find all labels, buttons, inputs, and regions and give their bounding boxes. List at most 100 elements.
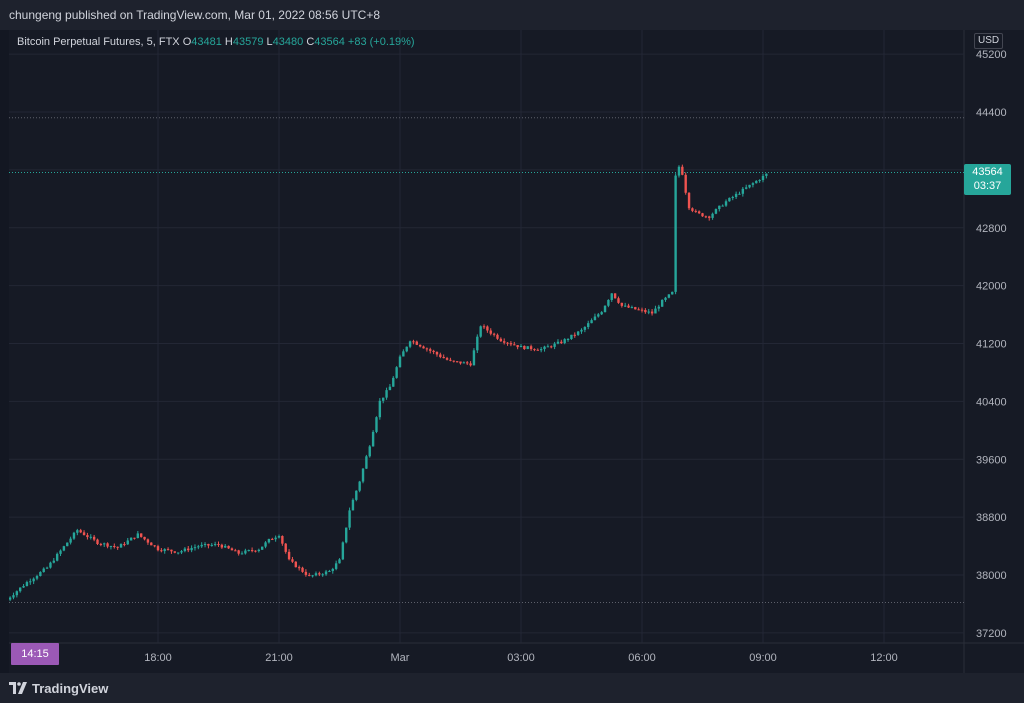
- candle-body: [539, 349, 543, 351]
- candle-body: [734, 193, 738, 197]
- candle: [331, 567, 334, 574]
- time-tick-label: 03:00: [507, 652, 535, 664]
- candle-body: [607, 299, 610, 306]
- candle-body: [375, 417, 378, 432]
- candle: [230, 547, 234, 551]
- candle-body: [139, 533, 143, 537]
- candle-body: [146, 539, 150, 543]
- candle: [506, 342, 509, 346]
- candle: [408, 340, 412, 349]
- candle: [12, 592, 15, 600]
- candle: [385, 387, 388, 400]
- candle: [220, 543, 224, 549]
- candle: [590, 318, 593, 324]
- candle: [711, 212, 714, 220]
- candle: [509, 341, 513, 347]
- candle: [718, 205, 721, 212]
- candle: [751, 182, 755, 188]
- candle-body: [418, 344, 422, 347]
- tradingview-logo[interactable]: TradingView: [9, 680, 108, 696]
- candle-body: [281, 536, 284, 544]
- candle: [365, 454, 368, 469]
- candle-body: [72, 532, 76, 539]
- candle-body: [654, 308, 657, 314]
- candle-body: [711, 213, 714, 218]
- candle: [395, 366, 398, 379]
- candle: [39, 571, 42, 577]
- candle-body: [637, 309, 640, 311]
- candle-body: [455, 361, 459, 363]
- time-tick-label: 06:00: [628, 652, 656, 664]
- candle-body: [217, 544, 220, 546]
- candle-body: [755, 180, 758, 184]
- candle: [637, 307, 640, 311]
- candle-body: [237, 550, 240, 554]
- candle-body: [324, 571, 328, 575]
- candle: [86, 532, 89, 540]
- candlestick-chart[interactable]: 37200 38000 38800 39600 40400 41200 42000 42800…: [9, 30, 1024, 673]
- tradingview-logo-icon: [9, 682, 27, 694]
- candle-body: [462, 362, 466, 364]
- candle: [429, 347, 432, 354]
- candle-body: [429, 349, 432, 351]
- candle: [449, 357, 452, 362]
- candle: [627, 303, 630, 308]
- candle: [576, 330, 580, 336]
- candle: [607, 299, 610, 308]
- candle: [193, 544, 197, 551]
- candle-body: [439, 354, 442, 357]
- candle: [761, 173, 765, 183]
- change-value: +83 (+0.19%): [347, 36, 415, 48]
- candle-body: [96, 539, 99, 544]
- candle-body: [25, 582, 29, 586]
- candle: [247, 549, 250, 552]
- candle: [82, 530, 86, 536]
- candle-body: [163, 549, 166, 552]
- candle: [439, 352, 442, 359]
- candle: [79, 528, 82, 534]
- candle-body: [476, 336, 479, 351]
- footer-bar: TradingView: [0, 673, 1024, 703]
- candle: [418, 344, 422, 348]
- candle: [640, 307, 644, 313]
- chart-area[interactable]: 37200 38000 38800 39600 40400 41200 42000 42800…: [9, 30, 1024, 673]
- candle: [324, 569, 328, 576]
- candle: [62, 545, 66, 552]
- candle-body: [150, 542, 153, 546]
- candle-body: [704, 216, 708, 218]
- candle-body: [644, 310, 647, 313]
- candle: [355, 490, 358, 502]
- bar-countdown: 03:37: [973, 180, 1002, 192]
- price-tick-label: 37200: [976, 628, 1007, 640]
- candle-body: [113, 546, 116, 548]
- candle-body: [660, 299, 664, 307]
- candle-body: [627, 305, 630, 308]
- candle-body: [42, 568, 45, 573]
- candle-body: [748, 184, 751, 188]
- candle-body: [664, 297, 667, 300]
- candle: [92, 534, 96, 542]
- candle-body: [355, 490, 358, 500]
- candle-body: [412, 341, 415, 343]
- currency-label[interactable]: USD: [974, 33, 1004, 49]
- candle: [160, 548, 163, 553]
- candle-body: [529, 346, 533, 350]
- candle-body: [620, 302, 624, 306]
- candle: [455, 361, 459, 363]
- candle: [765, 173, 768, 179]
- candle-body: [536, 349, 540, 351]
- candle: [684, 172, 687, 195]
- candle: [237, 549, 240, 556]
- candle-body: [398, 356, 402, 368]
- candle: [271, 537, 274, 540]
- candle: [139, 533, 143, 538]
- candle-body: [623, 305, 627, 307]
- candle-body: [603, 305, 607, 313]
- brand-name: TradingView: [32, 680, 109, 696]
- candle: [452, 360, 455, 363]
- candle-body: [203, 543, 207, 545]
- candle: [405, 346, 408, 353]
- candle: [96, 538, 99, 546]
- candle-body: [472, 350, 476, 366]
- candle: [613, 293, 617, 299]
